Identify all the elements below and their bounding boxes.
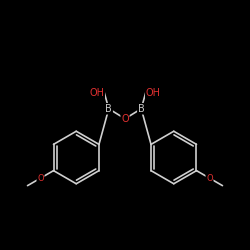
Text: B: B — [106, 104, 112, 114]
Text: O: O — [37, 174, 44, 182]
Text: B: B — [138, 104, 144, 114]
Text: O: O — [206, 174, 213, 183]
Text: OH: OH — [146, 88, 161, 98]
Text: O: O — [121, 114, 129, 124]
Text: OH: OH — [89, 88, 104, 98]
